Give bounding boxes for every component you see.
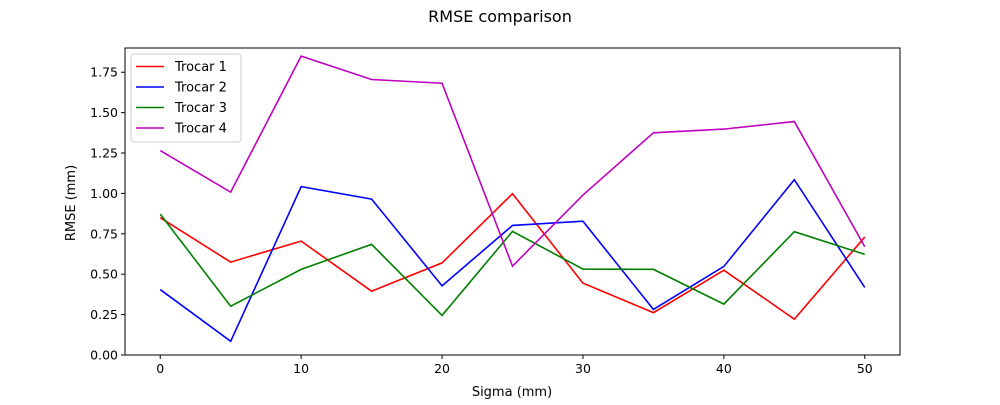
y-tick-label: 1.75 xyxy=(90,65,118,80)
y-tick-label: 0.25 xyxy=(90,307,118,322)
y-axis-label: RMSE (mm) xyxy=(64,165,79,241)
x-tick-label: 20 xyxy=(434,361,450,376)
x-tick-label: 0 xyxy=(156,361,164,376)
x-tick-label: 10 xyxy=(293,361,309,376)
series-line-3 xyxy=(159,213,866,317)
y-tick-label: 0.50 xyxy=(90,267,118,282)
series-line-2 xyxy=(159,178,866,343)
plot-area: 0 10 20 30 40 50 0.00 0.25 0.50 0.75 1.00 1.25 1.50 1… xyxy=(90,47,901,376)
y-tick-label: 1.00 xyxy=(90,186,118,201)
legend-label: Trocar 3 xyxy=(174,101,227,116)
y-tick-label: 1.50 xyxy=(90,105,118,120)
plot-frame xyxy=(124,47,901,356)
chart-title: RMSE comparison xyxy=(428,7,572,26)
x-tick-label: 30 xyxy=(575,361,591,376)
y-tick-label: 0.75 xyxy=(90,226,118,241)
y-tick-label: 1.25 xyxy=(90,146,118,161)
legend-label: Trocar 4 xyxy=(174,122,227,137)
y-tick-label: 0.00 xyxy=(90,348,118,363)
legend-label: Trocar 1 xyxy=(174,60,227,75)
legend-label: Trocar 2 xyxy=(174,81,227,96)
series-line-1 xyxy=(159,192,866,321)
x-tick-label: 40 xyxy=(716,361,732,376)
x-axis-label: Sigma (mm) xyxy=(472,385,552,400)
legend-box xyxy=(130,53,242,143)
series-line-4 xyxy=(159,55,866,268)
x-tick-label: 50 xyxy=(857,361,873,376)
